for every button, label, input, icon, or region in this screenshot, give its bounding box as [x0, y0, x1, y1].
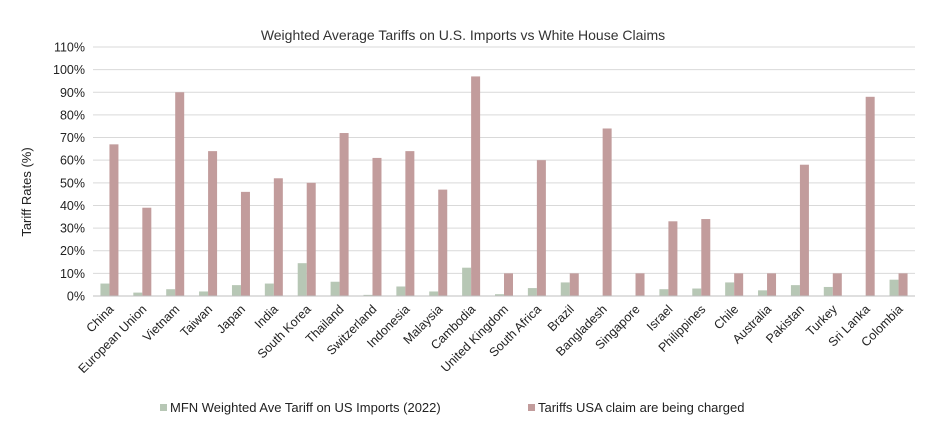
x-tick-label: Japan	[214, 302, 248, 336]
legend-swatch-mfn	[160, 404, 167, 411]
x-tick-label: Chile	[711, 302, 741, 332]
bar-mfn-taiwan	[199, 291, 209, 296]
bar-claimed-cambodia	[471, 76, 481, 297]
bar-claimed-south-africa	[536, 160, 546, 296]
bar-mfn-chile	[725, 282, 735, 296]
bar-mfn-brazil	[560, 282, 570, 296]
bar-mfn-european-union	[133, 292, 143, 296]
bar-claimed-bangladesh	[602, 128, 612, 296]
bar-mfn-china	[100, 283, 110, 296]
bar-mfn-vietnam	[166, 289, 176, 296]
y-tick-label: 110%	[54, 41, 85, 55]
y-tick-label: 20%	[60, 244, 85, 258]
bar-claimed-vietnam	[175, 92, 185, 297]
y-tick-label: 100%	[53, 63, 85, 77]
bars	[100, 76, 908, 297]
bar-mfn-united-kingdom	[495, 294, 504, 296]
bar-claimed-philippines	[701, 219, 711, 296]
bar-claimed-japan	[240, 191, 250, 296]
bar-claimed-china	[109, 144, 119, 296]
bar-claimed-switzerland	[372, 157, 382, 296]
bar-mfn-turkey	[823, 286, 833, 296]
y-tick-label: 0%	[67, 290, 85, 304]
bar-claimed-malaysia	[438, 189, 448, 296]
bar-claimed-european-union	[142, 207, 152, 296]
gridlines	[93, 46, 915, 274]
y-axis-ticks: 0% 10% 20% 30% 40% 50% 60% 70% 80% 90% 100% 110%	[53, 41, 85, 304]
bar-claimed-singapore	[635, 273, 645, 296]
bar-claimed-chile	[734, 273, 744, 296]
y-tick-label: 50%	[60, 176, 85, 190]
bar-claimed-india	[273, 178, 283, 296]
bar-mfn-colombia	[889, 279, 899, 296]
bar-mfn-israel	[659, 289, 669, 296]
bar-claimed-turkey	[832, 273, 842, 296]
y-tick-label: 40%	[60, 199, 85, 213]
x-tick-label: Taiwan	[178, 302, 215, 339]
bar-mfn-south-africa	[527, 288, 537, 296]
bar-mfn-cambodia	[462, 267, 472, 296]
bar-claimed-colombia	[898, 273, 908, 296]
bar-mfn-australia	[758, 290, 768, 296]
bar-mfn-thailand	[330, 281, 340, 296]
bar-claimed-australia	[767, 273, 777, 296]
bar-mfn-india	[264, 283, 274, 296]
legend-swatch-claimed	[528, 404, 535, 411]
bar-mfn-south-korea	[297, 263, 307, 296]
bar-claimed-taiwan	[208, 151, 218, 296]
bar-mfn-pakistan	[790, 285, 800, 296]
bar-claimed-thailand	[339, 133, 349, 296]
y-tick-label: 70%	[60, 131, 85, 145]
x-tick-label: Vietnam	[140, 302, 182, 344]
bar-claimed-united-kingdom	[504, 273, 513, 296]
bar-mfn-philippines	[692, 288, 702, 296]
bar-claimed-brazil	[569, 273, 579, 296]
y-tick-label: 30%	[60, 222, 85, 236]
y-tick-label: 10%	[60, 267, 85, 281]
y-tick-label: 80%	[60, 108, 85, 122]
bar-claimed-south-korea	[306, 182, 316, 296]
x-tick-label: India	[252, 302, 281, 331]
bar-mfn-switzerland	[363, 294, 373, 296]
legend-label-claimed: Tariffs USA claim are being charged	[538, 400, 744, 415]
chart-title: Weighted Average Tariffs on U.S. Imports…	[261, 27, 665, 43]
bar-claimed-pakistan	[799, 164, 809, 296]
y-axis-label: Tariff Rates (%)	[19, 147, 34, 236]
bar-mfn-malaysia	[429, 291, 439, 296]
bar-mfn-indonesia	[396, 286, 406, 296]
bar-claimed-sri-lanka	[865, 96, 875, 296]
bar-mfn-japan	[231, 285, 241, 296]
bar-claimed-indonesia	[405, 151, 415, 296]
bar-claimed-israel	[668, 221, 678, 296]
legend: MFN Weighted Ave Tariff on US Imports (2…	[160, 400, 744, 415]
y-tick-label: 60%	[60, 154, 85, 168]
y-tick-label: 90%	[60, 86, 85, 100]
legend-label-mfn: MFN Weighted Ave Tariff on US Imports (2…	[170, 400, 441, 415]
